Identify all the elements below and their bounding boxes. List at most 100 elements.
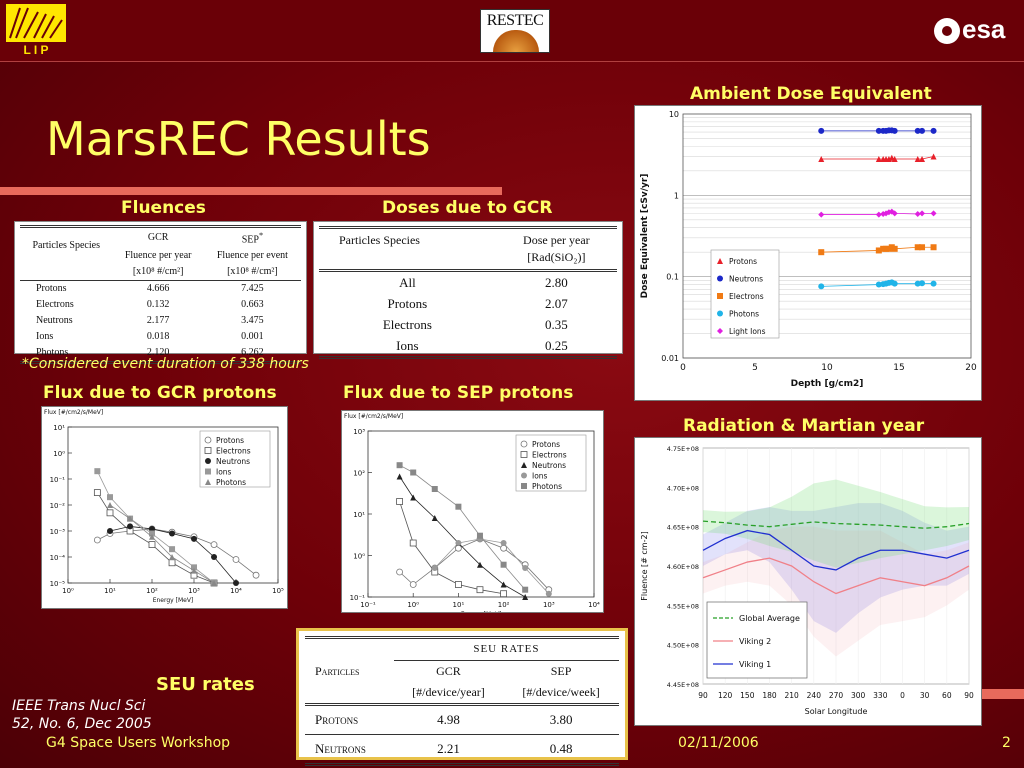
data-point	[232, 556, 240, 563]
variability-band	[703, 479, 969, 568]
ambient-dose-chart: 0.01 0.1 1 10 0 5 10 15 20 Depth [g/cm2] Dose Equi…	[640, 110, 977, 389]
data-point	[818, 155, 825, 162]
fluence-cell: 6.262	[241, 347, 264, 359]
fluence-cell: 2.120	[146, 347, 170, 359]
data-point	[500, 581, 507, 588]
seu-col-sep-unit: [#/device/week]	[522, 685, 600, 699]
x-tick-label: 10³	[543, 601, 555, 609]
legend-marker	[521, 462, 527, 468]
y-tick-label: 0.01	[661, 354, 679, 363]
x-tick-label: 10¹	[453, 601, 465, 609]
data-point	[409, 539, 417, 547]
dose-row: Electrons 0.35	[319, 314, 617, 335]
data-point	[455, 581, 462, 588]
x-tick-label: 10⁴	[588, 601, 600, 609]
data-point	[919, 127, 926, 134]
dose-cell: 0.35	[545, 317, 568, 332]
data-point	[431, 486, 438, 493]
x-tick-label: 180	[762, 691, 777, 700]
restec-logo: RESTEC	[480, 9, 550, 53]
fluence-col-sep: SEP*	[241, 231, 264, 246]
data-point	[396, 498, 403, 505]
legend-box	[706, 601, 808, 679]
data-point	[476, 561, 483, 568]
doses-table: Particles Species Dose per year [Rad(SiO₂…	[313, 221, 623, 359]
data-point	[455, 503, 462, 510]
y-tick-label: 0.1	[666, 273, 679, 282]
x-tick-label: 150	[740, 691, 755, 700]
lip-logo-text: L I P	[23, 43, 48, 56]
data-point	[149, 533, 155, 540]
fluence-col-gcr-sub: Fluence per year	[124, 250, 192, 262]
x-tick-label: 60	[942, 691, 952, 700]
data-point	[107, 528, 113, 534]
data-point	[169, 530, 176, 537]
flux-sep-heading: Flux due to SEP protons	[343, 383, 574, 403]
doses-heading: Doses due to GCR	[382, 198, 553, 218]
dose-row: Ions 0.25	[319, 335, 617, 358]
x-tick-label: 15	[893, 363, 904, 373]
legend-label: Electrons	[532, 451, 567, 460]
fluence-col-sep-unit: [x10⁸ #/cm²]	[203, 264, 301, 282]
series-line	[702, 557, 970, 595]
x-tick-label: 10⁻¹	[360, 601, 376, 609]
legend-box	[199, 430, 271, 488]
seu-col-gcr: GCR	[436, 664, 461, 678]
data-point	[875, 155, 882, 162]
data-point	[891, 155, 898, 162]
dose-col-species: Particles Species	[319, 227, 496, 272]
legend-box	[515, 434, 587, 492]
dose-cell: All	[399, 275, 416, 290]
data-point	[818, 127, 825, 134]
series-line	[399, 538, 550, 590]
y-axis-label: Fluence [# cm-2]	[640, 531, 649, 600]
plot-area	[682, 113, 972, 359]
lip-logo: L I P	[6, 4, 66, 56]
data-point	[919, 244, 926, 251]
series-line	[434, 538, 550, 594]
legend-label: Protons	[729, 257, 757, 266]
fluence-row: Electrons 0.132 0.663	[20, 297, 301, 313]
data-point	[891, 127, 898, 134]
legend-label: Global Average	[739, 614, 800, 623]
seu-cell: 4.98	[437, 712, 460, 727]
fluence-col-gcr: GCR	[147, 232, 169, 244]
data-point	[93, 489, 101, 496]
data-point	[500, 590, 508, 598]
fluence-cell: 0.001	[241, 331, 264, 343]
y-tick-label: 1	[674, 191, 679, 200]
x-axis-label: Energy [MeV]	[461, 611, 502, 612]
y-tick-label: 10⁻⁵	[50, 580, 66, 588]
x-tick-label: 0	[680, 363, 686, 373]
x-tick-label: 0	[900, 691, 905, 700]
fluence-cell: 4.666	[146, 283, 170, 295]
data-point	[149, 530, 155, 537]
dose-cell: 0.25	[545, 338, 568, 353]
data-point	[500, 540, 507, 547]
data-point	[522, 564, 529, 571]
y-tick-label: 10²	[353, 470, 365, 478]
data-point	[476, 532, 483, 539]
data-point	[191, 567, 197, 574]
data-point	[410, 469, 417, 476]
radiation-year-plot: 90 120 150 180 210 240 270 300 330 0 30 60 90 4.45E+0…	[634, 437, 982, 726]
dose-cell: 2.07	[545, 296, 568, 311]
legend-marker	[717, 310, 723, 317]
legend-marker	[521, 483, 527, 489]
flux-gcr-heading: Flux due to GCR protons	[43, 383, 277, 403]
data-point	[94, 468, 101, 475]
fluence-cell: Ions	[36, 331, 54, 343]
dose-cell: Electrons	[382, 317, 432, 332]
y-tick-label: 4.60E+08	[667, 563, 699, 571]
fluence-cell: 0.018	[146, 331, 170, 343]
x-axis-label: Energy [MeV]	[153, 597, 194, 604]
dose-row: All 2.80	[319, 271, 617, 294]
variability-band	[703, 526, 969, 657]
legend-marker	[205, 479, 211, 485]
x-tick-label: 10¹	[104, 587, 116, 595]
fluence-col-gcr-unit: [x10⁸ #/cm²]	[112, 264, 204, 282]
data-point	[410, 494, 417, 501]
data-point	[500, 544, 508, 552]
data-point	[149, 525, 155, 532]
data-point	[409, 581, 417, 588]
